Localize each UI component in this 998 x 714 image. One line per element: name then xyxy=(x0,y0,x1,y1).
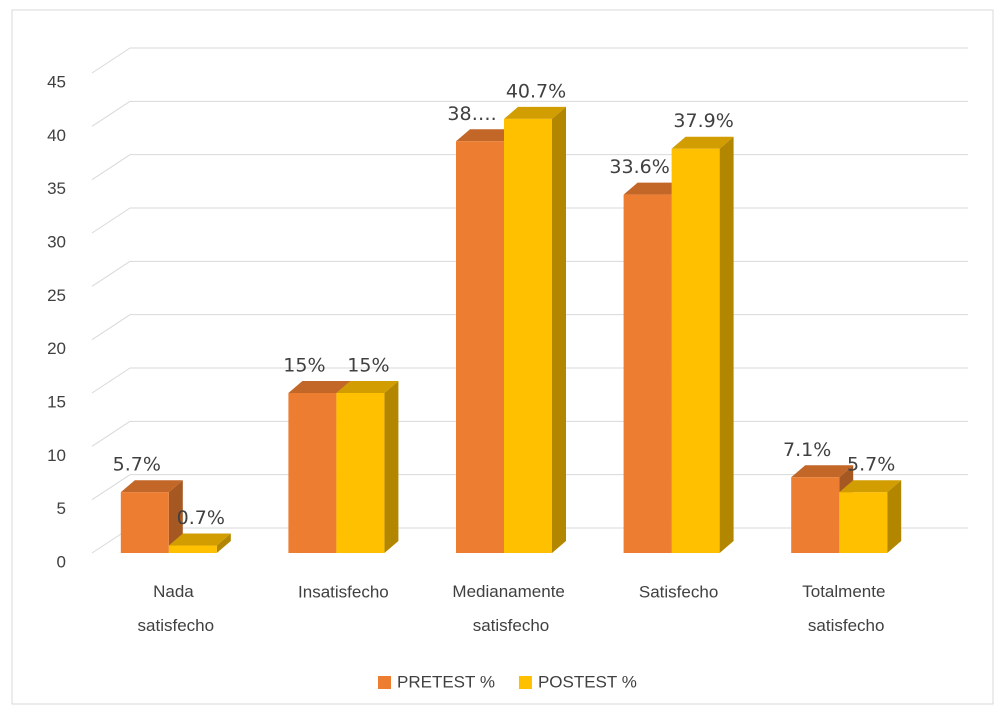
bar-top xyxy=(288,381,351,393)
x-tick-label: Insatisfecho xyxy=(298,582,389,601)
x-tick-line: satisfecho xyxy=(473,616,550,635)
grid-line-side xyxy=(91,154,131,181)
legend-swatch xyxy=(378,676,391,689)
x-tick-label: Totalmente satisfecho xyxy=(802,582,890,635)
data-label: 5.7% xyxy=(847,454,895,476)
x-tick-label: Medianamente satisfecho xyxy=(452,582,569,635)
bar-side xyxy=(216,533,231,553)
bar xyxy=(456,141,504,553)
x-tick-line: Totalmente xyxy=(802,582,890,601)
x-tick-line: satisfecho xyxy=(808,616,885,635)
y-tick-label: 30 xyxy=(47,232,66,251)
grid-line-side xyxy=(91,207,131,234)
y-tick-label: 20 xyxy=(47,339,66,358)
bar xyxy=(671,148,720,553)
data-label: 5.7% xyxy=(113,454,161,476)
x-tick-label: Satisfecho xyxy=(639,582,718,601)
bar xyxy=(168,545,217,553)
y-tick-label: 15 xyxy=(47,392,66,411)
y-tick-label: 0 xyxy=(57,552,66,571)
bar-top xyxy=(504,106,566,119)
data-label: 33.6% xyxy=(609,156,669,178)
bar-top xyxy=(336,381,399,393)
legend-label: PRETEST % xyxy=(397,672,495,691)
data-label: 38…. xyxy=(447,103,496,125)
bar-side xyxy=(384,381,399,553)
bar-side xyxy=(719,136,734,553)
x-tick-line: Nada xyxy=(153,582,198,601)
y-tick-label: 40 xyxy=(47,126,66,145)
bar xyxy=(623,194,672,553)
data-label: 15% xyxy=(283,355,325,377)
bar xyxy=(336,393,385,553)
x-tick-line: Medianamente xyxy=(452,582,569,601)
bar-side xyxy=(552,106,566,553)
data-label: 0.7% xyxy=(177,507,225,529)
bar-side xyxy=(887,480,902,553)
bar xyxy=(791,477,840,553)
bar-top xyxy=(623,182,686,195)
data-label: 7.1% xyxy=(783,439,831,461)
bar-side xyxy=(168,480,183,553)
bar xyxy=(504,118,552,553)
bar xyxy=(839,492,888,553)
grid-line-side xyxy=(91,474,131,501)
grid-line-side xyxy=(91,47,131,74)
data-label: 37.9% xyxy=(673,110,733,132)
y-tick-label: 35 xyxy=(47,179,66,198)
x-tick-label: Nada satisfecho xyxy=(138,582,215,635)
bar-top xyxy=(791,465,854,478)
bar xyxy=(120,492,169,553)
grid-line-side xyxy=(91,420,131,447)
y-tick-label: 10 xyxy=(47,446,66,465)
bar-top xyxy=(456,129,518,142)
grid-line-side xyxy=(91,260,131,287)
y-tick-label: 5 xyxy=(57,499,66,518)
bar xyxy=(288,393,337,553)
y-tick-label: 25 xyxy=(47,286,66,305)
data-label: 40.7% xyxy=(506,80,566,102)
grid-line-side xyxy=(91,100,131,127)
bar-top xyxy=(839,480,902,493)
bar-top xyxy=(120,480,183,493)
data-label: 15% xyxy=(347,355,389,377)
grid-line-side xyxy=(91,367,131,394)
grid-line-side xyxy=(91,314,131,341)
bar-top xyxy=(168,533,231,546)
y-tick-label: 45 xyxy=(47,72,66,91)
legend-swatch xyxy=(518,676,532,689)
bar-top xyxy=(671,136,734,149)
legend-label: POSTEST % xyxy=(538,672,637,691)
x-tick-line: satisfecho xyxy=(138,616,215,635)
